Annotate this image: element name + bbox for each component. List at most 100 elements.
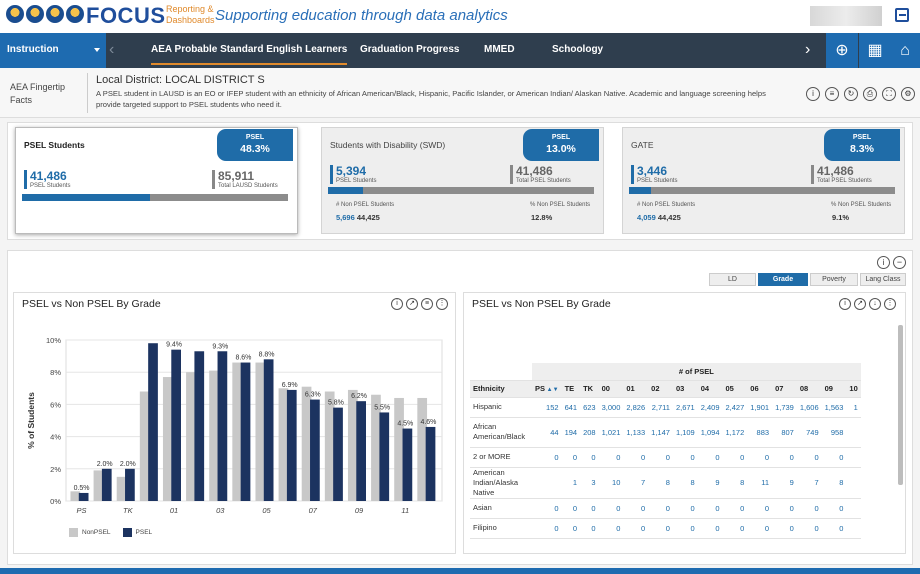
- count-cell[interactable]: 0: [580, 518, 599, 539]
- count-cell[interactable]: 0: [648, 518, 673, 539]
- tab-schoology[interactable]: Schoology: [552, 44, 604, 55]
- count-cell[interactable]: 8: [821, 467, 847, 499]
- count-cell[interactable]: 0: [598, 518, 624, 539]
- count-cell[interactable]: 1,109: [672, 417, 698, 448]
- count-cell[interactable]: 0: [580, 498, 599, 519]
- count-cell[interactable]: 0: [672, 447, 698, 468]
- settings-gear-icon[interactable]: ⚙: [901, 87, 915, 101]
- count-cell[interactable]: 0: [672, 518, 698, 539]
- count-cell[interactable]: 0: [821, 498, 847, 519]
- count-cell[interactable]: 883: [747, 417, 773, 448]
- count-cell[interactable]: [846, 467, 861, 499]
- tab-poverty[interactable]: Poverty: [810, 273, 858, 286]
- info-icon[interactable]: i: [806, 87, 820, 101]
- count-cell[interactable]: 9: [772, 467, 797, 499]
- logout-icon[interactable]: [895, 8, 909, 22]
- count-cell[interactable]: 0: [598, 498, 624, 519]
- count-cell[interactable]: 208: [580, 417, 599, 448]
- expand-icon[interactable]: ↗: [406, 298, 418, 310]
- count-cell[interactable]: 0: [672, 498, 698, 519]
- count-cell[interactable]: 0: [722, 498, 748, 519]
- count-cell[interactable]: 0: [532, 447, 562, 468]
- count-cell[interactable]: 152: [532, 397, 562, 418]
- count-cell[interactable]: 0: [772, 447, 797, 468]
- column-header-te[interactable]: TE: [561, 380, 581, 398]
- count-cell[interactable]: 641: [561, 397, 581, 418]
- count-cell[interactable]: 3,000: [598, 397, 624, 418]
- count-cell[interactable]: 0: [722, 518, 748, 539]
- count-cell[interactable]: [846, 518, 861, 539]
- grid-icon[interactable]: ▦: [859, 33, 891, 68]
- add-icon[interactable]: ⊕: [826, 33, 858, 68]
- column-header-08[interactable]: 08: [796, 380, 822, 398]
- count-cell[interactable]: 0: [697, 447, 723, 468]
- count-cell[interactable]: 0: [747, 447, 773, 468]
- legend-swatch-psel[interactable]: [122, 528, 132, 537]
- count-cell[interactable]: 2,826: [623, 397, 649, 418]
- expand-icon[interactable]: ↗: [854, 298, 866, 310]
- info-icon[interactable]: i: [877, 256, 890, 269]
- card-swd[interactable]: Students with Disability (SWD) PSEL 13.0%…: [321, 127, 604, 234]
- filter-icon[interactable]: ≡: [825, 87, 839, 101]
- column-header-09[interactable]: 09: [821, 380, 847, 398]
- count-cell[interactable]: 0: [561, 518, 581, 539]
- count-cell[interactable]: 1,606: [796, 397, 822, 418]
- instruction-dropdown[interactable]: Instruction: [0, 33, 106, 68]
- column-header-03[interactable]: 03: [672, 380, 698, 398]
- card-psel-students[interactable]: PSEL Students PSEL 48.3% 41,486 PSEL Stude…: [15, 127, 298, 234]
- download-icon[interactable]: ↓: [869, 298, 881, 310]
- column-header-02[interactable]: 02: [648, 380, 673, 398]
- more-icon[interactable]: ⋮: [436, 298, 448, 310]
- column-header-01[interactable]: 01: [623, 380, 649, 398]
- count-cell[interactable]: 0: [821, 447, 847, 468]
- count-cell[interactable]: 0: [623, 447, 649, 468]
- count-cell[interactable]: 8: [672, 467, 698, 499]
- count-cell[interactable]: 1,133: [623, 417, 649, 448]
- count-cell[interactable]: 0: [532, 518, 562, 539]
- count-cell[interactable]: 623: [580, 397, 599, 418]
- count-cell[interactable]: 0: [623, 498, 649, 519]
- info-icon[interactable]: i: [391, 298, 403, 310]
- home-icon[interactable]: ⌂: [889, 33, 920, 68]
- count-cell[interactable]: 0: [561, 498, 581, 519]
- count-cell[interactable]: 1,563: [821, 397, 847, 418]
- tab-mmed[interactable]: MMED: [484, 44, 515, 55]
- count-cell[interactable]: 1,901: [747, 397, 773, 418]
- info-icon[interactable]: i: [839, 298, 851, 310]
- count-cell[interactable]: 44: [532, 417, 562, 448]
- count-cell[interactable]: 10: [598, 467, 624, 499]
- column-header-10[interactable]: 10: [846, 380, 861, 398]
- count-cell[interactable]: 1: [846, 397, 861, 418]
- count-cell[interactable]: 1,021: [598, 417, 624, 448]
- column-header-ps[interactable]: PS ▲▼: [532, 380, 562, 398]
- count-cell[interactable]: 0: [648, 447, 673, 468]
- count-cell[interactable]: 0: [747, 498, 773, 519]
- print-icon[interactable]: ⎙: [863, 87, 877, 101]
- tab-lang-class[interactable]: Lang Class: [860, 273, 906, 286]
- refresh-icon[interactable]: ↻: [844, 87, 858, 101]
- count-cell[interactable]: 7: [796, 467, 822, 499]
- legend-swatch-nonpsel[interactable]: [69, 528, 78, 537]
- tab-ld[interactable]: LD: [709, 273, 756, 286]
- count-cell[interactable]: 194: [561, 417, 581, 448]
- count-cell[interactable]: 0: [648, 498, 673, 519]
- count-cell[interactable]: 0: [697, 498, 723, 519]
- count-cell[interactable]: 2,711: [648, 397, 673, 418]
- count-cell[interactable]: 0: [561, 447, 581, 468]
- count-cell[interactable]: 0: [722, 447, 748, 468]
- count-cell[interactable]: [846, 447, 861, 468]
- column-header-06[interactable]: 06: [747, 380, 773, 398]
- nav-next-icon[interactable]: ›: [805, 41, 811, 58]
- column-header-00[interactable]: 00: [598, 380, 624, 398]
- tab-graduation-progress[interactable]: Graduation Progress: [360, 44, 460, 55]
- column-header-ethnicity[interactable]: Ethnicity: [470, 380, 532, 398]
- count-cell[interactable]: 9: [697, 467, 723, 499]
- count-cell[interactable]: 0: [772, 518, 797, 539]
- count-cell[interactable]: 0: [623, 518, 649, 539]
- count-cell[interactable]: 0: [532, 498, 562, 519]
- count-cell[interactable]: 3: [580, 467, 599, 499]
- count-cell[interactable]: 0: [796, 498, 822, 519]
- count-cell[interactable]: 749: [796, 417, 822, 448]
- fullscreen-icon[interactable]: ⛶: [882, 87, 896, 101]
- card-gate[interactable]: GATE PSEL 8.3% 3,446 PSEL Students 41,486 T…: [622, 127, 905, 234]
